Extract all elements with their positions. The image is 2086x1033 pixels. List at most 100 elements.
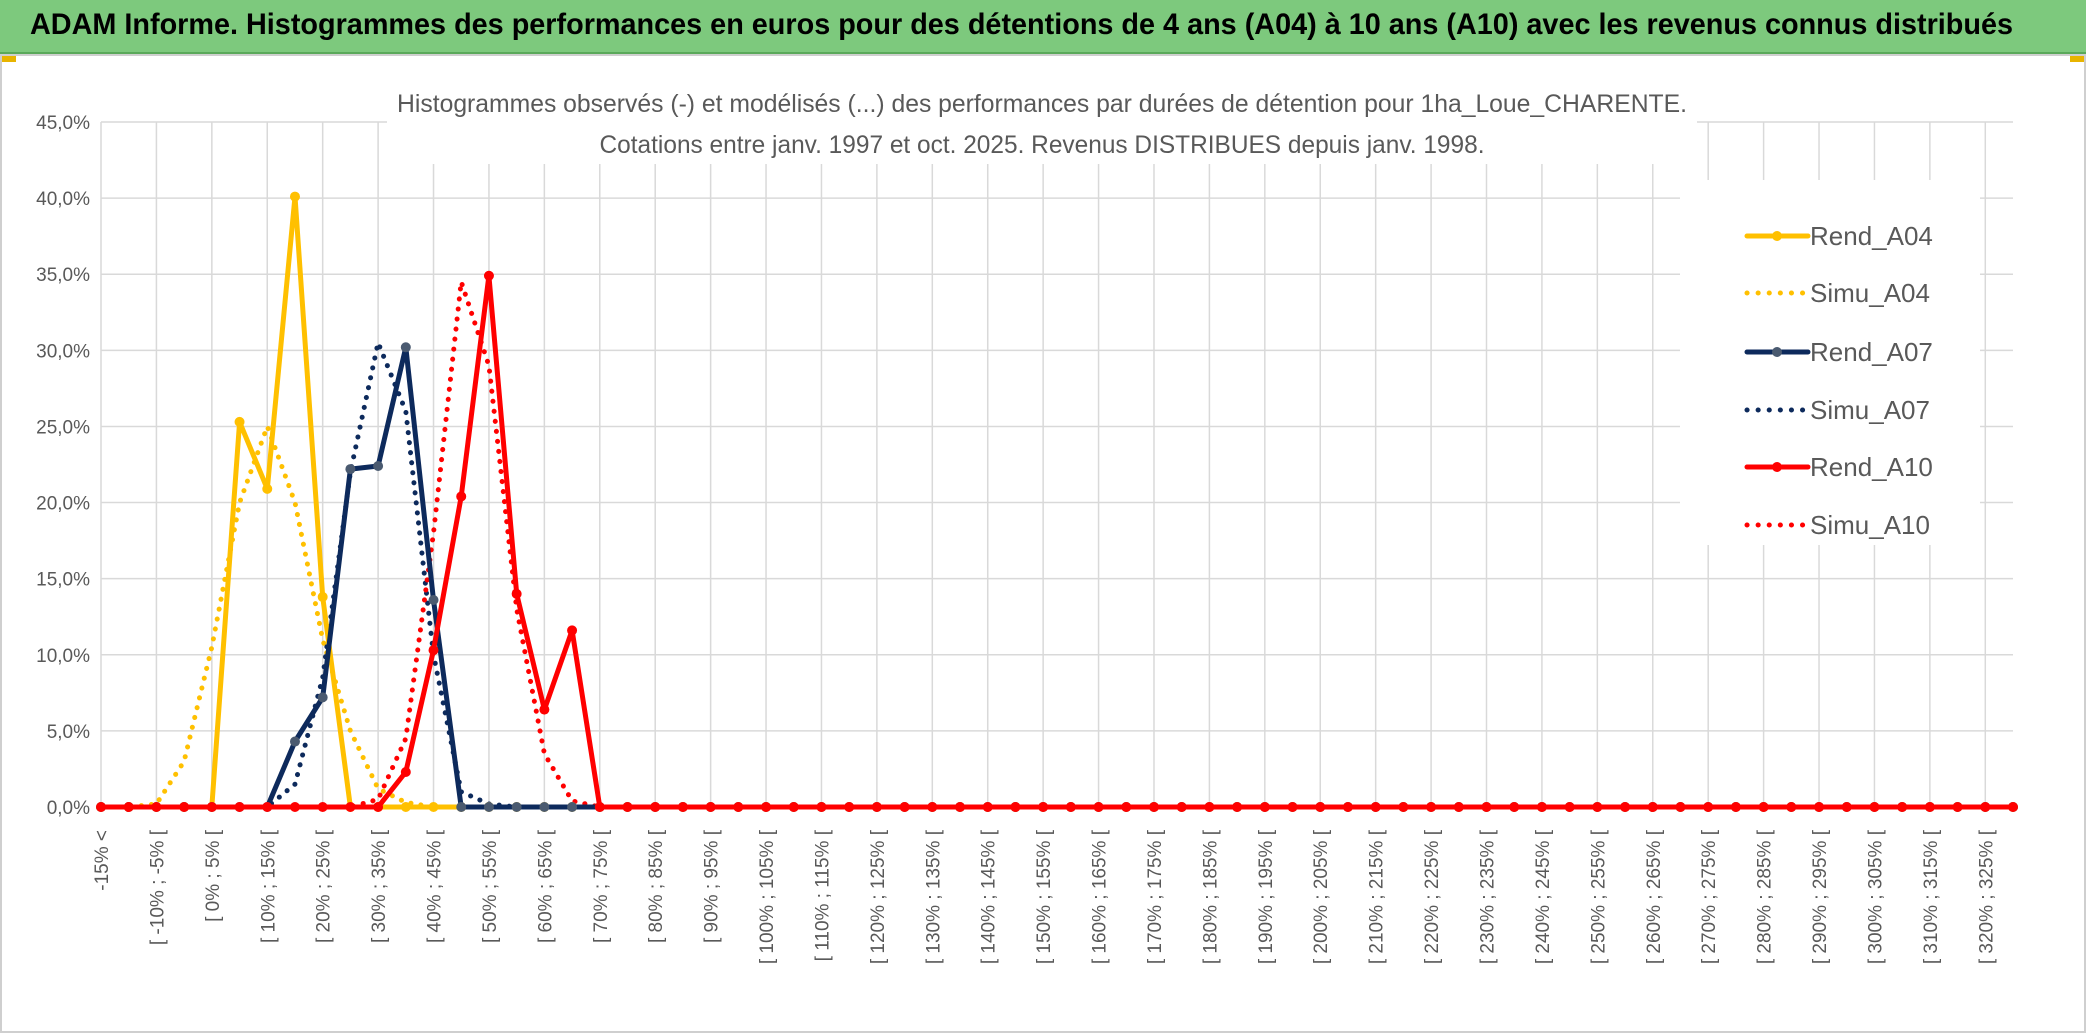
y-tick-label: 40,0% <box>36 189 90 210</box>
data-point <box>1426 802 1437 812</box>
x-tick-label: [ 190% ; 195% [ <box>1256 829 1277 964</box>
data-point <box>1232 802 1243 812</box>
x-tick-label: [ 40% ; 45% [ <box>425 829 446 943</box>
data-point <box>594 802 605 812</box>
legend-marker <box>1772 347 1782 357</box>
x-tick-label: [ 100% ; 105% [ <box>757 829 778 964</box>
x-tick-label: -15% < <box>92 830 113 891</box>
data-point <box>289 191 300 202</box>
legend-marker <box>1772 462 1782 472</box>
data-point <box>705 802 716 812</box>
data-point <box>206 802 217 812</box>
data-point <box>428 802 439 812</box>
data-point <box>456 802 467 812</box>
title-background <box>387 82 1697 164</box>
data-point <box>1315 802 1326 812</box>
y-tick-label: 20,0% <box>36 494 90 515</box>
data-point <box>567 625 578 636</box>
data-point <box>1564 802 1575 812</box>
data-point <box>539 802 550 812</box>
data-point <box>1398 802 1409 812</box>
data-point <box>1342 802 1353 812</box>
x-tick-label: [ 320% ; 325% [ <box>1976 829 1997 964</box>
legend-label: Rend_A07 <box>1810 337 1933 367</box>
x-tick-label: [ 310% ; 315% [ <box>1921 829 1942 964</box>
data-point <box>982 802 993 812</box>
legend-marker <box>1772 231 1782 241</box>
y-tick-label: 25,0% <box>36 417 90 438</box>
x-tick-label: [ 110% ; 115% [ <box>812 829 833 961</box>
data-point <box>1786 802 1797 812</box>
data-point <box>1703 802 1714 812</box>
data-point <box>456 491 467 502</box>
y-tick-label: 30,0% <box>36 341 90 362</box>
data-point <box>1453 802 1464 812</box>
data-point <box>1010 802 1021 812</box>
data-point <box>1758 802 1769 812</box>
data-point <box>1038 802 1049 812</box>
data-point <box>567 802 578 812</box>
x-tick-label: [ 230% ; 235% [ <box>1478 829 1499 964</box>
data-point <box>733 802 744 812</box>
data-point <box>345 464 356 475</box>
data-point <box>816 802 827 812</box>
legend-label: Rend_A10 <box>1810 452 1933 482</box>
x-tick-label: [ 90% ; 95% [ <box>702 829 723 943</box>
data-point <box>1897 802 1908 812</box>
legend-background <box>1680 180 1980 545</box>
x-tick-label: [ 160% ; 165% [ <box>1090 829 1111 964</box>
data-point <box>539 704 550 715</box>
data-point <box>1148 802 1159 812</box>
data-point <box>345 802 356 812</box>
y-tick-label: 0,0% <box>47 798 90 819</box>
data-point <box>1121 802 1132 812</box>
x-tick-label: [ 240% ; 245% [ <box>1533 829 1554 964</box>
data-point <box>511 802 522 812</box>
data-point <box>262 483 273 494</box>
data-point <box>289 736 300 747</box>
data-point <box>511 588 522 599</box>
data-point <box>317 802 328 812</box>
report-title: ADAM Informe. Histogrammes des performan… <box>30 8 2014 41</box>
data-point <box>1481 802 1492 812</box>
data-point <box>373 802 384 812</box>
data-point <box>1065 802 1076 812</box>
data-point <box>428 645 439 656</box>
data-point <box>622 802 633 812</box>
data-point <box>123 802 134 812</box>
x-tick-label: [ 140% ; 145% [ <box>979 829 1000 964</box>
data-point <box>1370 802 1381 812</box>
data-point <box>234 416 245 427</box>
data-point <box>1536 802 1547 812</box>
data-point <box>650 802 661 812</box>
series-line-rend_a10 <box>98 273 2016 810</box>
x-tick-label: [ 60% ; 65% [ <box>535 829 556 943</box>
x-tick-label: [ 0% ; 5% [ <box>203 829 224 922</box>
data-point <box>1924 802 1935 812</box>
data-point <box>1675 802 1686 812</box>
legend-label: Simu_A04 <box>1810 278 1930 308</box>
data-point <box>677 802 688 812</box>
data-point <box>317 591 328 602</box>
x-tick-label: [ 20% ; 25% [ <box>314 829 335 943</box>
data-point <box>262 802 273 812</box>
data-point <box>1952 802 1963 812</box>
data-point <box>400 766 411 777</box>
legend-label: Simu_A10 <box>1810 510 1930 540</box>
y-tick-label: 45,0% <box>36 113 90 134</box>
data-point <box>1620 802 1631 812</box>
x-tick-label: [ 150% ; 155% [ <box>1034 829 1055 964</box>
data-point <box>1287 802 1298 812</box>
x-tick-label: [ 270% ; 275% [ <box>1699 829 1720 964</box>
y-tick-label: 5,0% <box>47 722 90 743</box>
y-tick-label: 35,0% <box>36 265 90 286</box>
data-point <box>317 692 328 703</box>
x-tick-label: [ 80% ; 85% [ <box>646 829 667 943</box>
x-tick-label: [ 280% ; 285% [ <box>1755 829 1776 964</box>
data-point <box>483 802 494 812</box>
x-tick-label: [ 210% ; 215% [ <box>1367 829 1388 964</box>
data-point <box>1869 802 1880 812</box>
legend-label: Simu_A07 <box>1810 395 1930 425</box>
data-point <box>1730 802 1741 812</box>
data-point <box>899 802 910 812</box>
